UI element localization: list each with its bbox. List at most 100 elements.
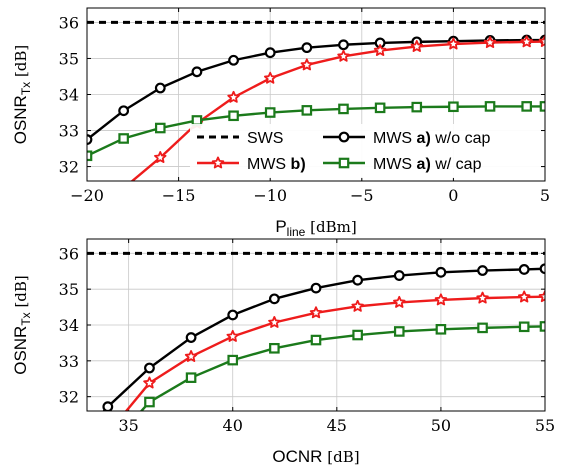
data-point-mws_a_wo: [87, 134, 93, 145]
legend-label-bold: b): [291, 156, 306, 173]
data-point-mws_a_wo: [154, 82, 166, 94]
data-point-mws_b: [434, 293, 448, 306]
x-axis-label-main: P: [275, 217, 286, 236]
data-point-mws_b: [337, 49, 350, 62]
data-point-mws_a_wo: [352, 274, 364, 286]
legend-label-part: w/ cap: [431, 156, 482, 173]
y-tick-label: 34: [59, 86, 79, 105]
series-mws_b: [130, 35, 545, 181]
x-tick-label: 5: [540, 186, 550, 205]
data-point-mws_a_wo: [185, 332, 197, 343]
y-axis-label: OSNRTx [dB]: [11, 275, 33, 375]
x-axis-label-sub: line: [287, 225, 306, 239]
y-axis-label-unit: [dB]: [12, 45, 30, 82]
data-point-mws_a_wo: [264, 47, 276, 59]
x-tick-label: −5: [350, 186, 374, 205]
legend-label-mws_a_w: MWS a) w/ cap: [373, 156, 482, 173]
y-tick-label: 35: [59, 280, 79, 299]
series-mws_b: [124, 290, 545, 411]
data-point-mws_a_w: [264, 107, 276, 118]
x-tick-label: 55: [535, 416, 555, 435]
data-point-mws_b: [373, 44, 387, 56]
data-point-mws_b: [538, 35, 545, 47]
legend-label-sws: SWS: [247, 130, 283, 147]
data-point-mws_a_w: [393, 326, 405, 337]
data-point-mws_a_w: [374, 102, 386, 114]
data-point-mws_b: [351, 299, 364, 312]
data-point-mws_a_w: [191, 115, 203, 126]
legend-label-mws_b: MWS b): [247, 156, 306, 173]
y-axis-label-sub: Tx: [19, 82, 33, 95]
data-point-mws_b: [483, 36, 497, 49]
x-axis-label-unit: [dBm]: [305, 218, 356, 236]
y-tick-label: 32: [59, 158, 79, 177]
legend-marker-mws_a_w: [338, 157, 350, 169]
data-point-mws_a_w: [518, 321, 530, 333]
legend-label-part: MWS: [247, 156, 291, 173]
data-point-mws_b: [268, 315, 281, 328]
data-point-mws_a_wo: [301, 42, 313, 54]
data-point-mws_a_wo: [539, 263, 545, 275]
data-point-mws_a_wo: [228, 54, 239, 66]
y-tick-label: 36: [59, 244, 79, 263]
y-axis-label-main: OSNR: [11, 95, 30, 144]
legend-entry-sws: SWS: [197, 130, 283, 147]
legend-entry-mws_a_wo: MWS a) w/o cap: [323, 130, 490, 147]
x-axis-label-main: OCNR: [272, 447, 322, 466]
legend-marker-mws_a_wo: [338, 131, 350, 143]
data-point-mws_a_w: [144, 396, 155, 408]
data-point-mws_b: [184, 350, 198, 362]
x-axis-label-unit: [dB]: [322, 448, 359, 466]
plot-frame: [86, 238, 546, 412]
data-point-mws_a_wo: [477, 265, 488, 276]
data-point-mws_b: [154, 151, 167, 164]
data-point-mws_a_w: [477, 322, 488, 334]
data-point-mws_a_wo: [435, 266, 447, 278]
data-point-mws_a_w: [435, 324, 447, 335]
data-point-mws_a_w: [118, 133, 129, 144]
data-point-mws_a_wo: [118, 105, 130, 117]
data-point-mws_b: [263, 71, 277, 84]
data-point-mws_a_wo: [144, 362, 155, 374]
legend-entry-mws_a_w: MWS a) w/ cap: [323, 156, 482, 173]
data-point-mws_b: [410, 40, 423, 52]
data-point-mws_a_w: [310, 334, 322, 346]
x-tick-label: 45: [327, 416, 347, 435]
data-point-mws_b: [517, 290, 531, 303]
data-point-mws_a_w: [521, 101, 532, 112]
x-tick-label: −20: [70, 186, 104, 205]
data-point-mws_b: [143, 376, 156, 389]
data-point-mws_a_w: [301, 105, 313, 116]
y-tick-label: 34: [59, 316, 79, 335]
y-axis-label: OSNRTx [dB]: [11, 45, 33, 145]
y-tick-label: 33: [59, 122, 79, 141]
x-tick-label: 40: [223, 416, 243, 435]
series-line-mws_b: [130, 40, 545, 181]
data-point-mws_a_w: [185, 372, 197, 383]
plot-area: [87, 251, 545, 411]
series-line-mws_a_w: [139, 325, 545, 411]
y-axis-label-sub: Tx: [19, 312, 33, 325]
plot-frame: [86, 7, 546, 182]
x-tick-label: 35: [118, 416, 138, 435]
data-point-mws_a_wo: [227, 309, 239, 321]
data-point-mws_a_wo: [393, 270, 405, 281]
data-point-mws_a_w: [352, 329, 363, 341]
y-tick-label: 36: [59, 13, 79, 32]
legend-marker-mws_b: [211, 156, 225, 169]
data-point-mws_a_wo: [338, 39, 349, 51]
data-point-mws_a_w: [269, 342, 280, 354]
chart-panel-top: −20 −15 −10 −5 0 5 32 33 34 35 36 Pline [dBm] OSNRTx…: [11, 7, 550, 239]
data-point-mws_a_w: [448, 101, 459, 113]
data-point-mws_b: [520, 35, 533, 48]
legend-entry-mws_b: MWS b): [197, 156, 306, 173]
data-point-mws_b: [393, 295, 406, 308]
data-point-mws_a_wo: [191, 66, 203, 78]
data-point-mws_b: [476, 291, 489, 304]
legend-label-bold: a): [417, 156, 431, 173]
data-point-mws_b: [300, 58, 314, 71]
x-tick-label: −10: [253, 186, 287, 205]
